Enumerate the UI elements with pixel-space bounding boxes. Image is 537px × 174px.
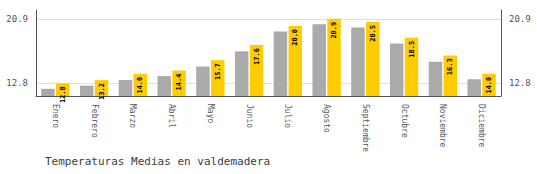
svg-text:Enero: Enero [51, 104, 60, 128]
svg-text:Mayo: Mayo [206, 104, 215, 123]
svg-text:17.6: 17.6 [253, 48, 261, 65]
svg-text:14.0: 14.0 [136, 77, 144, 94]
svg-text:Julio: Julio [283, 104, 292, 128]
svg-text:Diciembre: Diciembre [477, 104, 486, 148]
svg-text:Febrero: Febrero [90, 104, 99, 138]
svg-text:Septiembre: Septiembre [361, 104, 370, 152]
svg-text:Agosto: Agosto [322, 104, 331, 133]
svg-text:20.9: 20.9 [6, 14, 28, 24]
svg-text:20.0: 20.0 [291, 29, 299, 46]
svg-text:Temperaturas Medias en valdema: Temperaturas Medias en valdemadera [45, 155, 270, 168]
svg-text:12.8: 12.8 [509, 78, 531, 88]
svg-text:14.4: 14.4 [175, 74, 183, 91]
svg-text:20.9: 20.9 [330, 22, 338, 39]
svg-text:18.5: 18.5 [408, 41, 416, 58]
svg-text:16.3: 16.3 [446, 58, 454, 75]
svg-text:12.8: 12.8 [6, 78, 28, 88]
svg-text:Marzo: Marzo [128, 104, 137, 128]
svg-text:Octubre: Octubre [400, 104, 409, 138]
svg-text:Junio: Junio [245, 104, 254, 128]
svg-text:20.5: 20.5 [369, 25, 377, 42]
svg-text:15.7: 15.7 [214, 63, 222, 80]
svg-text:Noviembre: Noviembre [438, 104, 447, 148]
svg-text:12.8: 12.8 [59, 86, 67, 103]
svg-text:13.2: 13.2 [98, 83, 106, 100]
svg-text:Abril: Abril [167, 104, 176, 128]
svg-text:14.0: 14.0 [485, 77, 493, 94]
svg-text:20.9: 20.9 [509, 14, 531, 24]
